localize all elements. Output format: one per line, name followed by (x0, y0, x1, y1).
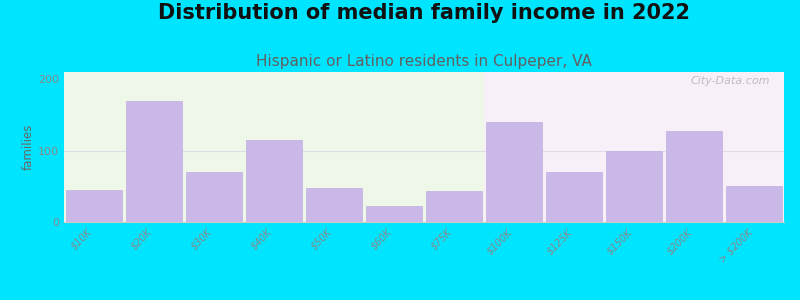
Bar (246, 140, 302, 222)
Bar (186, 172, 242, 222)
Text: City-Data.com: City-Data.com (690, 76, 770, 86)
Bar (306, 188, 362, 222)
Bar (366, 206, 422, 222)
Bar (726, 186, 782, 222)
Bar (606, 151, 662, 222)
Bar (486, 122, 542, 222)
Bar (666, 130, 722, 222)
Text: Distribution of median family income in 2022: Distribution of median family income in … (158, 3, 690, 23)
Y-axis label: families: families (22, 124, 35, 170)
Bar (126, 100, 182, 222)
Bar (66, 190, 122, 222)
Bar (546, 172, 602, 222)
Bar (426, 191, 482, 222)
Text: Hispanic or Latino residents in Culpeper, VA: Hispanic or Latino residents in Culpeper… (256, 54, 592, 69)
Bar (484, 0, 800, 222)
